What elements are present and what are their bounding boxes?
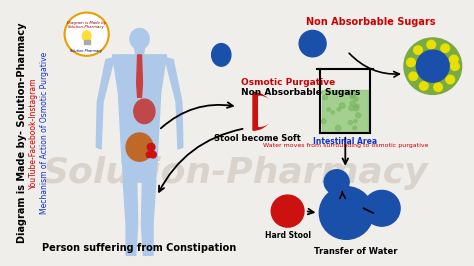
Text: Diagram is Made by- Solution-Pharmacy: Diagram is Made by- Solution-Pharmacy — [17, 23, 27, 243]
Circle shape — [364, 190, 400, 226]
Text: Stool become Soft: Stool become Soft — [214, 134, 301, 143]
Circle shape — [331, 111, 334, 114]
Polygon shape — [165, 58, 183, 149]
Circle shape — [449, 55, 458, 64]
Ellipse shape — [134, 99, 155, 124]
Ellipse shape — [130, 28, 149, 49]
Circle shape — [356, 104, 359, 108]
Text: Transfer of Water: Transfer of Water — [314, 247, 398, 256]
Polygon shape — [123, 180, 137, 255]
Circle shape — [327, 108, 330, 111]
Text: Mechanism of Action of Osmotic Purgative: Mechanism of Action of Osmotic Purgative — [40, 52, 49, 214]
Circle shape — [271, 195, 304, 227]
Text: Person suffering from Constipation: Person suffering from Constipation — [43, 243, 237, 253]
Text: Non Absorbable Sugars: Non Absorbable Sugars — [240, 88, 360, 97]
Circle shape — [64, 13, 109, 56]
Polygon shape — [137, 55, 142, 97]
Circle shape — [324, 170, 349, 194]
Wedge shape — [253, 93, 272, 130]
Circle shape — [404, 38, 462, 94]
Circle shape — [349, 105, 354, 111]
Circle shape — [407, 58, 415, 67]
Circle shape — [150, 151, 156, 158]
Text: Osmotic Purgative: Osmotic Purgative — [240, 78, 335, 88]
Text: YouTube-Facebook-Instagram: YouTube-Facebook-Instagram — [29, 77, 38, 189]
Polygon shape — [113, 55, 166, 163]
Circle shape — [146, 152, 152, 157]
Circle shape — [336, 126, 341, 131]
Circle shape — [339, 103, 345, 108]
Circle shape — [147, 143, 155, 151]
Circle shape — [409, 72, 418, 81]
Ellipse shape — [126, 133, 153, 161]
Circle shape — [414, 46, 422, 54]
Circle shape — [356, 113, 361, 118]
Circle shape — [350, 95, 354, 98]
Circle shape — [299, 30, 326, 57]
Circle shape — [353, 106, 359, 111]
Circle shape — [354, 97, 358, 101]
Circle shape — [434, 83, 442, 92]
Circle shape — [319, 187, 373, 239]
Circle shape — [321, 119, 326, 124]
Text: Solution-Pharmacy: Solution-Pharmacy — [70, 49, 103, 53]
Circle shape — [323, 95, 328, 100]
Text: Hard Stool: Hard Stool — [264, 231, 310, 240]
Circle shape — [427, 40, 436, 49]
Circle shape — [451, 62, 459, 70]
Circle shape — [350, 101, 356, 106]
Text: Solution-Pharmacy: Solution-Pharmacy — [43, 156, 428, 189]
Wedge shape — [259, 96, 274, 126]
Text: Diagram is Made by: Diagram is Made by — [67, 21, 106, 25]
FancyBboxPatch shape — [84, 40, 90, 44]
Ellipse shape — [212, 44, 231, 66]
Circle shape — [350, 92, 356, 98]
Polygon shape — [96, 58, 114, 149]
Polygon shape — [141, 180, 156, 255]
Ellipse shape — [82, 31, 91, 41]
Text: Non Absorbable Sugars: Non Absorbable Sugars — [306, 17, 435, 27]
Circle shape — [446, 75, 455, 84]
Text: Water moves from surrounding to osmotic purgative: Water moves from surrounding to osmotic … — [263, 143, 428, 148]
FancyBboxPatch shape — [322, 90, 368, 132]
Circle shape — [419, 82, 428, 90]
Circle shape — [353, 126, 356, 130]
Circle shape — [337, 107, 341, 111]
Polygon shape — [135, 48, 145, 55]
Circle shape — [417, 50, 449, 82]
Text: Solution-Pharmacy: Solution-Pharmacy — [68, 25, 105, 29]
Circle shape — [441, 44, 449, 52]
Circle shape — [354, 120, 357, 123]
Text: Intestinal Area: Intestinal Area — [313, 137, 377, 146]
Polygon shape — [122, 160, 157, 182]
Circle shape — [348, 120, 353, 124]
